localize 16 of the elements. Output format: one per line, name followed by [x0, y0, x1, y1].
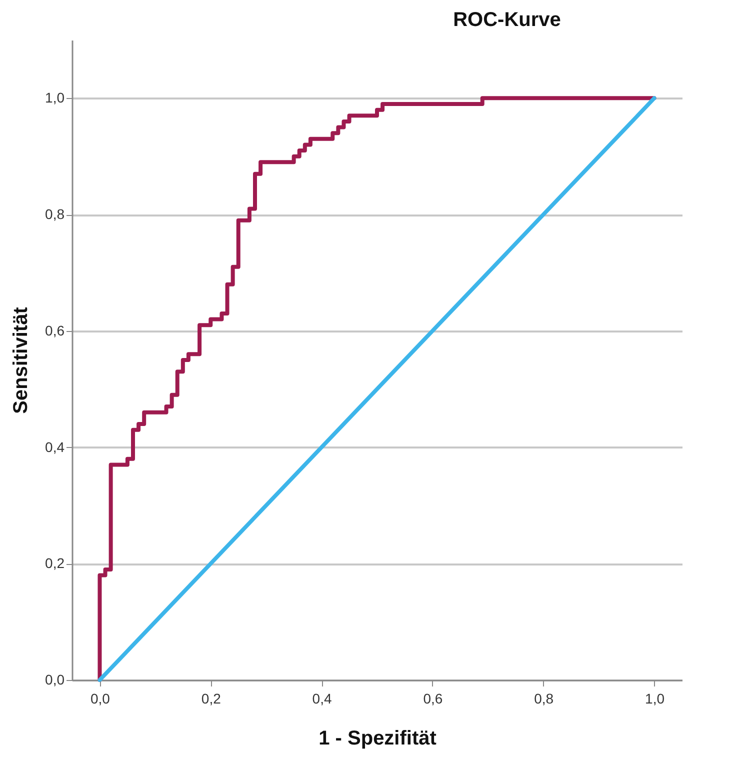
y-tick-label: 0,0: [45, 672, 65, 688]
x-tick-label: 0,8: [534, 690, 554, 706]
y-tick-label: 0,4: [45, 438, 65, 455]
y-tick-label: 1,0: [45, 90, 65, 106]
x-tick-label: 0,6: [423, 690, 443, 706]
x-tick-label: 1,0: [645, 690, 665, 706]
line-series: [98, 96, 656, 682]
y-tick-label: 0,6: [45, 322, 65, 338]
x-axis-title: 1 - Spezifität: [318, 728, 437, 750]
y-tick-label: 0,8: [45, 206, 65, 222]
x-tick-label: 0,0: [90, 690, 110, 706]
x-tick-label: 0,2: [201, 690, 222, 706]
chart-title: ROC-Kurve: [453, 9, 561, 31]
x-tick-label: 0,4: [312, 690, 332, 706]
y-tick-label: 0,2: [45, 555, 65, 572]
y-axis-title: Sensitivität: [10, 306, 32, 414]
